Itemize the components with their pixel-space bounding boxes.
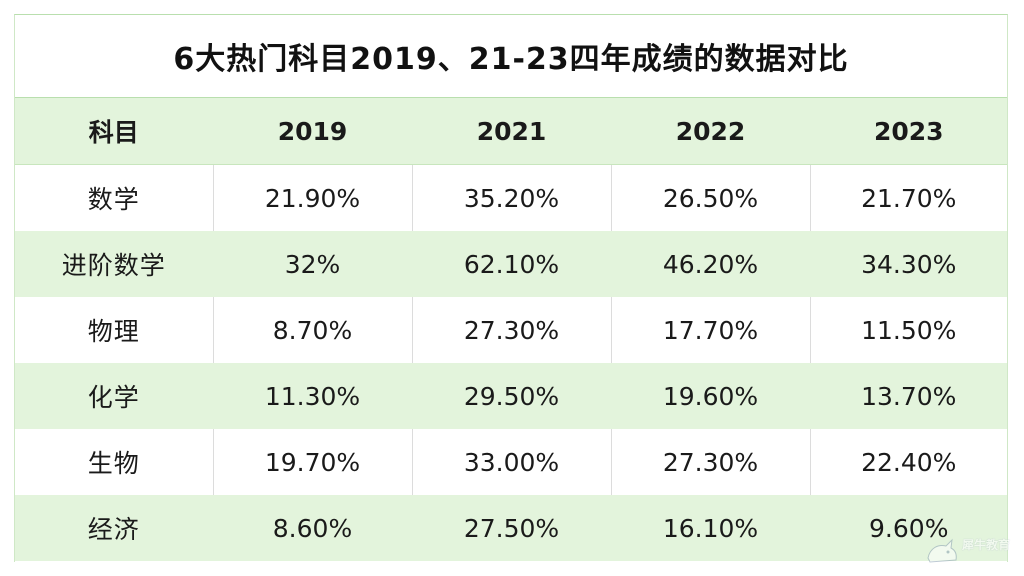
- value-cell-2021: 35.20%: [411, 164, 611, 231]
- value-cell-2022: 46.20%: [610, 231, 810, 297]
- value-cell-2019: 32%: [212, 231, 412, 297]
- table-row: 化学 11.30% 29.50% 19.60% 13.70%: [15, 363, 1007, 429]
- score-comparison-table: 科目 2019 2021 2022 2023 数学 21.90% 35.20% …: [15, 98, 1007, 561]
- value-cell-2023: 22.40%: [809, 429, 1007, 495]
- value-cell-2021: 27.50%: [411, 495, 611, 561]
- value-cell-2019: 11.30%: [212, 363, 412, 429]
- watermark-text: 犀牛教育: [962, 538, 1011, 552]
- value-cell-2019: 21.90%: [212, 164, 412, 231]
- value-cell-2023: 9.60%: [809, 495, 1007, 561]
- value-cell-2023: 11.50%: [809, 297, 1007, 363]
- subject-cell: 数学: [15, 164, 213, 231]
- value-cell-2023: 34.30%: [809, 231, 1007, 297]
- table-row: 进阶数学 32% 62.10% 46.20% 34.30%: [15, 231, 1007, 297]
- value-cell-2021: 29.50%: [411, 363, 611, 429]
- header-2023: 2023: [809, 98, 1007, 165]
- table-row: 生物 19.70% 33.00% 27.30% 22.40%: [15, 429, 1007, 495]
- subject-cell: 化学: [15, 363, 213, 429]
- table-row: 数学 21.90% 35.20% 26.50% 21.70%: [15, 164, 1007, 231]
- value-cell-2019: 19.70%: [212, 429, 412, 495]
- header-subject: 科目: [15, 98, 213, 165]
- header-2021: 2021: [411, 98, 611, 165]
- table-row: 经济 8.60% 27.50% 16.10% 9.60%: [15, 495, 1007, 561]
- value-cell-2021: 33.00%: [411, 429, 611, 495]
- value-cell-2022: 27.30%: [610, 429, 810, 495]
- value-cell-2019: 8.70%: [212, 297, 412, 363]
- rhino-icon: [927, 538, 957, 563]
- value-cell-2021: 62.10%: [411, 231, 611, 297]
- table-header-row: 科目 2019 2021 2022 2023: [15, 98, 1007, 165]
- value-cell-2023: 13.70%: [809, 363, 1007, 429]
- header-2022: 2022: [610, 98, 810, 165]
- subject-cell: 进阶数学: [15, 231, 213, 297]
- watermark-logo: 犀牛教育: [922, 532, 1018, 572]
- table-row: 物理 8.70% 27.30% 17.70% 11.50%: [15, 297, 1007, 363]
- header-2019: 2019: [212, 98, 412, 165]
- value-cell-2023: 21.70%: [809, 164, 1007, 231]
- subject-cell: 物理: [15, 297, 213, 363]
- value-cell-2022: 16.10%: [610, 495, 810, 561]
- value-cell-2022: 19.60%: [610, 363, 810, 429]
- table-title: 6大热门科目2019、21-23四年成绩的数据对比: [15, 15, 1007, 98]
- subject-cell: 经济: [15, 495, 213, 561]
- value-cell-2021: 27.30%: [411, 297, 611, 363]
- value-cell-2022: 17.70%: [610, 297, 810, 363]
- value-cell-2019: 8.60%: [212, 495, 412, 561]
- value-cell-2022: 26.50%: [610, 164, 810, 231]
- data-table-card: 6大热门科目2019、21-23四年成绩的数据对比 科目 2019 2021 2…: [14, 14, 1008, 562]
- subject-cell: 生物: [15, 429, 213, 495]
